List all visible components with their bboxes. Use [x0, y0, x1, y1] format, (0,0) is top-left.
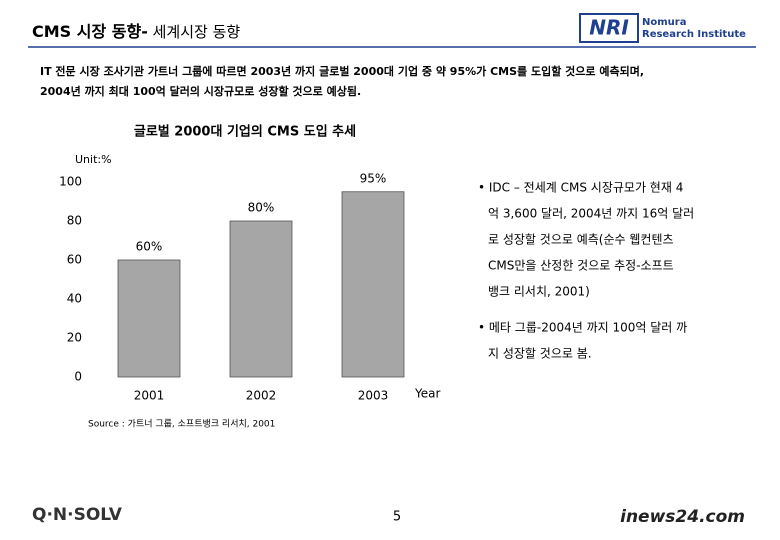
bullet-line: 로 성장할 것으로 예측(순수 웹컨텐츠: [488, 233, 674, 247]
x-tick-label: 2001: [134, 389, 165, 403]
slide-title: CMS 시장 동향- 세계시장 동향: [32, 22, 240, 41]
bar: [341, 191, 405, 378]
bullet-line: 뱅크 리서치, 2001): [488, 285, 590, 299]
unit-label: Unit:%: [75, 153, 112, 166]
bar: [229, 220, 293, 378]
logo-left: Q·N·SOLV: [32, 505, 123, 525]
title-bold: CMS 시장 동향-: [32, 22, 148, 41]
y-tick-label: 100: [59, 175, 82, 189]
nri-mark: NRI: [589, 16, 629, 40]
value-label: 95%: [360, 171, 387, 185]
bullet-line: 억 3,600 달러, 2004년 까지 16억 달러: [488, 207, 694, 221]
bullet-line: • IDC – 전세계 CMS 시장규모가 현재 4: [478, 181, 683, 195]
page-number: 5: [393, 510, 401, 525]
value-label: 60%: [136, 240, 163, 254]
logo-right: inews24.com: [620, 507, 745, 527]
intro-line: IT 전문 시장 조사기관 가트너 그룹에 따르면 2003년 까지 글로벌 2…: [40, 64, 644, 78]
nri-line: Research Institute: [642, 29, 746, 40]
x-tick-label: 2003: [358, 389, 389, 403]
title-rest: 세계시장 동향: [148, 23, 241, 41]
y-tick-label: 60: [67, 253, 82, 267]
value-label: 80%: [248, 201, 275, 215]
bullet-line: CMS만을 산정한 것으로 추정-소프트: [488, 259, 674, 273]
y-tick-label: 0: [74, 370, 82, 384]
chart-title: 글로벌 2000대 기업의 CMS 도입 추세: [134, 124, 356, 140]
y-tick-label: 80: [67, 214, 82, 228]
y-tick-label: 40: [67, 292, 82, 306]
y-tick-label: 20: [67, 331, 82, 345]
bullet-line: 지 성장할 것으로 봄.: [488, 347, 592, 361]
nri-box: [579, 13, 639, 43]
x-tick-label: 2002: [246, 389, 277, 403]
intro-line: 2004년 까지 최대 100억 달러의 시장규모로 성장할 것으로 예상됨.: [40, 84, 361, 98]
nri-line: Nomura: [642, 17, 686, 28]
bullet-line: • 메타 그룹-2004년 까지 100억 달러 까: [478, 321, 687, 335]
bar: [117, 259, 181, 378]
source: Source : 가트너 그룹, 소프트뱅크 리서치, 2001: [88, 418, 275, 430]
x-axis-label: Year: [414, 387, 440, 401]
